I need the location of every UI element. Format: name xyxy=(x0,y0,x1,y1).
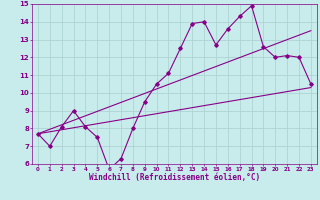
X-axis label: Windchill (Refroidissement éolien,°C): Windchill (Refroidissement éolien,°C) xyxy=(89,173,260,182)
